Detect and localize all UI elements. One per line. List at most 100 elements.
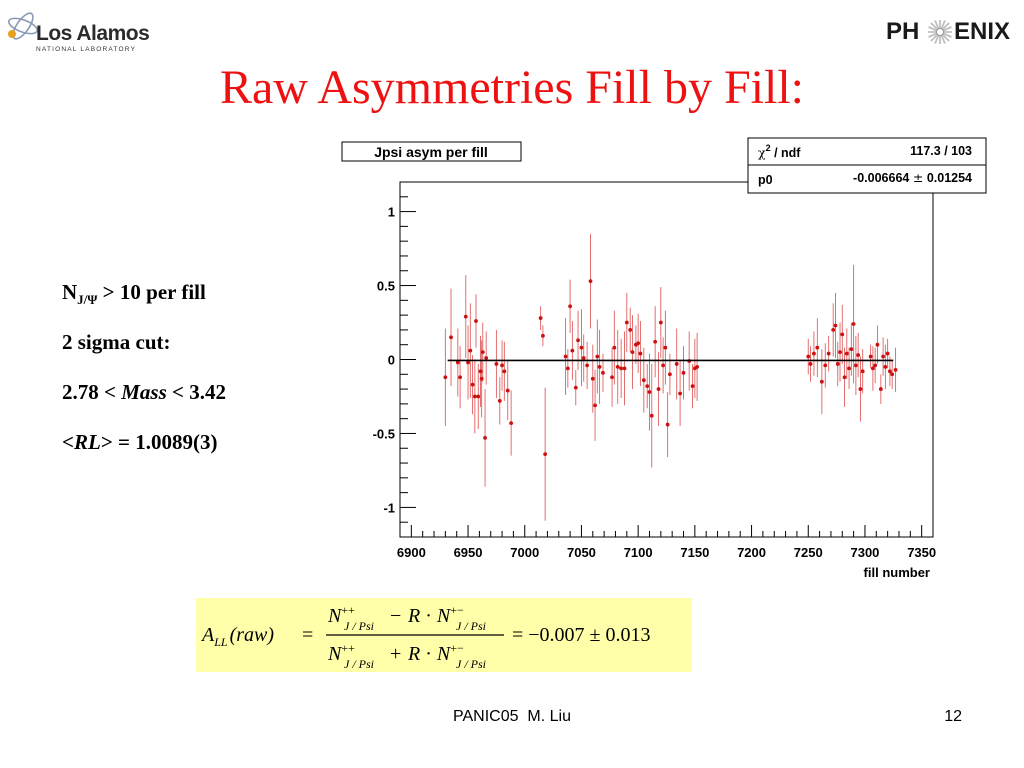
data-point	[885, 351, 890, 356]
formula-num-R: R · N+−	[407, 603, 464, 627]
data-point	[831, 328, 836, 332]
data-point	[875, 342, 880, 347]
formula-den-R: R · N+−	[407, 641, 464, 665]
chi2-value: 117.3 / 103	[910, 144, 972, 158]
formula-numerator: N++	[327, 603, 355, 627]
data-point	[478, 369, 483, 374]
formula-result: = −0.007 ± 0.013	[512, 624, 651, 646]
phenix-logo: PH ENIX	[886, 18, 1016, 48]
formula-num-minus: −	[390, 605, 401, 627]
phenix-star-icon	[928, 20, 952, 44]
data-point	[458, 375, 463, 380]
data-point	[645, 384, 650, 389]
data-point	[890, 372, 895, 377]
data-point	[678, 391, 683, 396]
x-tick-label: 6900	[397, 545, 426, 560]
data-point	[812, 351, 816, 356]
data-point	[509, 421, 514, 426]
data-point	[840, 332, 845, 337]
data-point	[622, 366, 627, 371]
data-point	[610, 375, 614, 380]
data-point	[842, 375, 847, 380]
data-point	[480, 350, 485, 355]
data-point	[888, 369, 892, 374]
data-point	[823, 363, 828, 368]
data-point	[540, 333, 545, 338]
data-point	[585, 363, 590, 368]
data-point	[883, 364, 888, 369]
data-point	[463, 314, 468, 319]
data-point	[472, 394, 477, 399]
data-point	[849, 347, 854, 352]
data-point	[858, 387, 863, 391]
data-point	[581, 356, 586, 360]
data-point	[466, 360, 470, 365]
x-tick-label: 7250	[794, 545, 823, 560]
note-mass-cut: 2.78 < Mass < 3.42	[62, 380, 226, 404]
data-point	[573, 385, 578, 390]
x-tick-label: 6950	[454, 545, 483, 560]
data-point	[455, 360, 460, 365]
formula-denominator: N++	[327, 641, 355, 665]
data-point	[641, 378, 646, 383]
data-point	[636, 341, 641, 346]
formula-den-plus: +	[390, 643, 401, 665]
x-tick-label: 7300	[850, 545, 879, 560]
data-point	[868, 354, 873, 359]
formula-num-sub2: J / Psi	[456, 619, 486, 633]
p0-label: p0	[758, 173, 773, 187]
data-point	[474, 319, 478, 323]
data-point	[665, 422, 670, 427]
lanl-name: Los Alamos	[36, 22, 150, 45]
data-point	[668, 372, 672, 377]
data-point	[619, 366, 624, 371]
data-point	[873, 363, 878, 368]
plot-frame	[399, 181, 934, 538]
p0-value: -0.006664 ± 0.01254	[853, 170, 972, 185]
slide-footer: PANIC05 M. Liu	[453, 708, 571, 725]
phenix-left-text: PH	[886, 18, 920, 45]
y-tick-label: -0.5	[373, 426, 395, 441]
data-point	[856, 353, 861, 357]
asymmetry-formula: ALL (raw) = N++ J / Psi − R · N+− J / Psi…	[196, 598, 692, 672]
data-point	[484, 356, 489, 360]
data-point	[808, 362, 813, 366]
data-point	[593, 403, 597, 408]
x-tick-label: 7350	[907, 545, 936, 560]
data-point	[590, 376, 595, 381]
data-point	[656, 387, 661, 391]
data-point	[835, 362, 840, 366]
data-point	[476, 394, 481, 399]
data-point	[543, 452, 548, 457]
data-point	[663, 345, 668, 350]
data-point	[674, 362, 679, 366]
y-tick-label: 1	[388, 205, 395, 220]
data-point	[661, 363, 665, 368]
y-tick-label: 0.5	[377, 279, 395, 294]
axis-ticks	[399, 181, 934, 538]
chart-title: Jpsi asym per fill	[374, 144, 488, 160]
data-point	[826, 351, 831, 356]
data-point	[653, 339, 658, 344]
data-point	[628, 328, 633, 332]
data-point	[624, 320, 629, 325]
phenix-right-text: ENIX	[954, 18, 1011, 45]
data-points	[443, 279, 898, 457]
data-point	[483, 435, 487, 440]
los-alamos-logo: Los Alamos NATIONAL LABORATORY	[6, 4, 156, 56]
data-point	[847, 366, 851, 371]
data-point	[468, 348, 473, 353]
data-point	[690, 384, 695, 389]
x-tick-label: 7000	[510, 545, 539, 560]
data-point	[494, 362, 499, 366]
x-axis-label: fill number	[864, 565, 930, 580]
note-rl: <RL> = 1.0089(3)	[62, 430, 218, 454]
notes-block: NJ/Ψ > 10 per fill 2 sigma cut: 2.78 < M…	[62, 280, 226, 480]
data-point	[853, 363, 858, 368]
page-number: 12	[944, 708, 962, 725]
data-point	[851, 322, 856, 326]
data-point	[615, 364, 620, 369]
data-point	[860, 369, 865, 374]
data-point	[638, 351, 643, 356]
data-point	[565, 366, 570, 371]
